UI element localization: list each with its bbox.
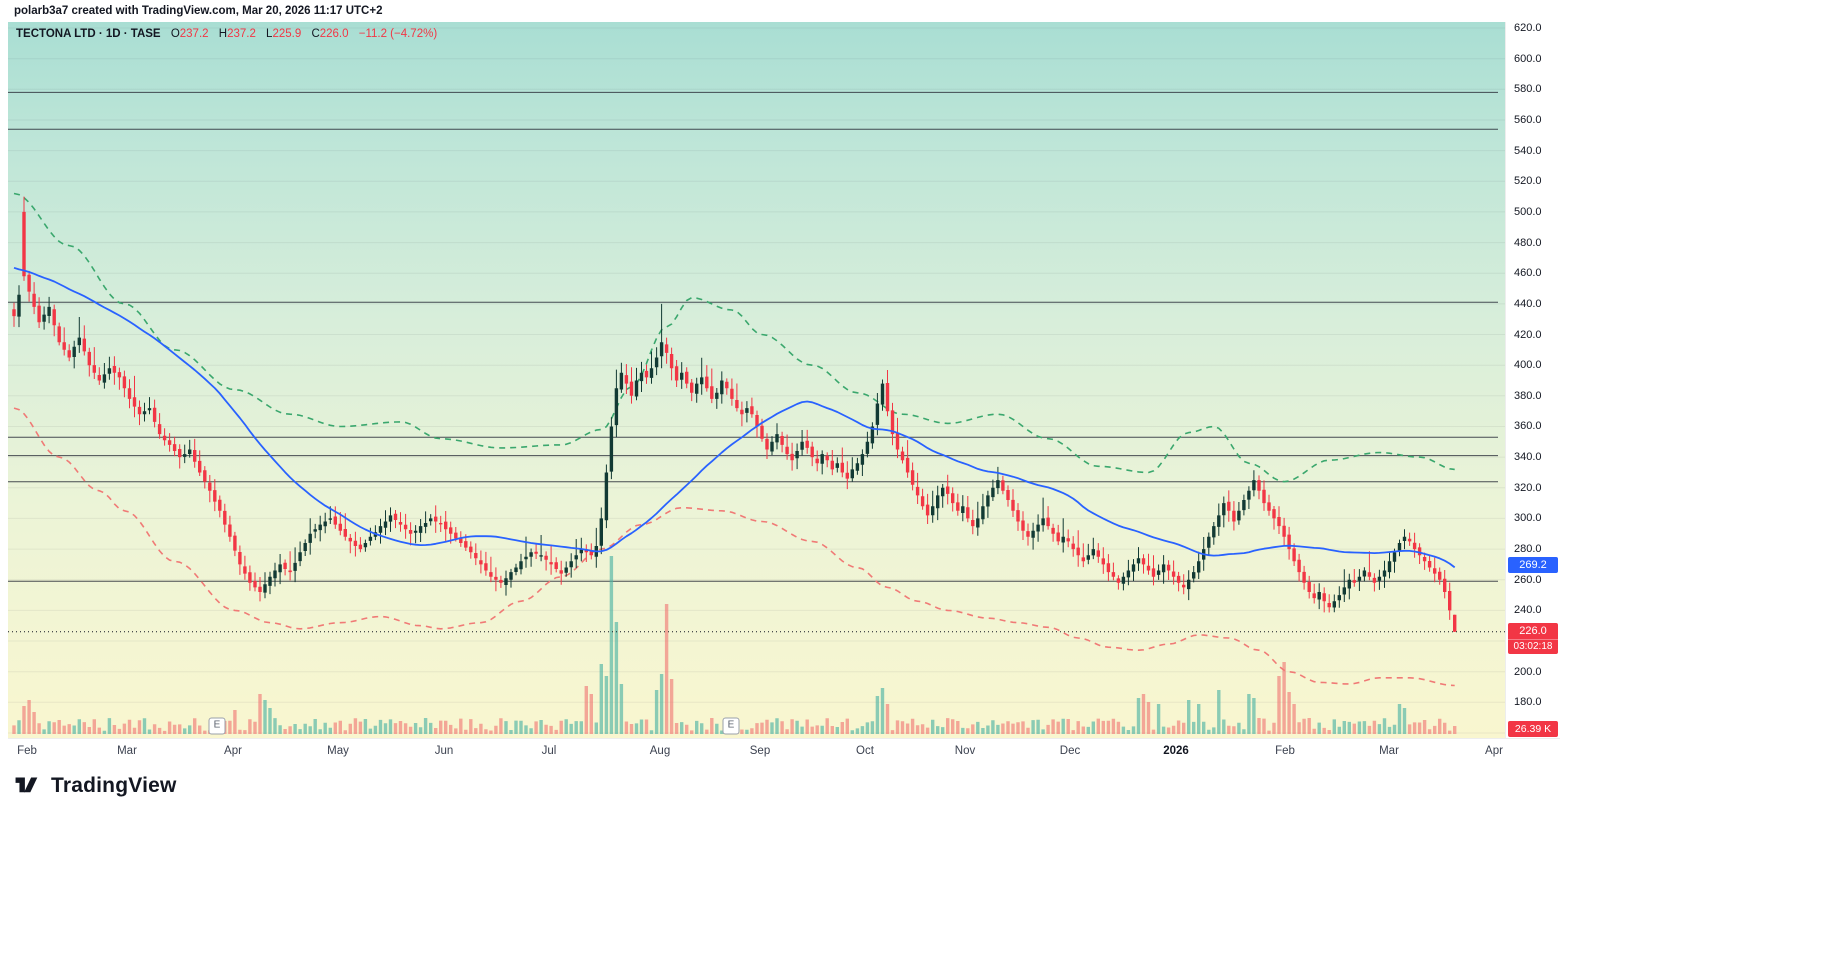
- price-axis[interactable]: 269.2 226.0 03:02:18 26.39 K 160.0180.02…: [1505, 22, 1561, 739]
- volume-badge: 26.39 K: [1508, 721, 1558, 737]
- tradingview-footer[interactable]: TradingView: [14, 774, 177, 798]
- time-axis-label: May: [327, 745, 349, 757]
- earnings-event-marker[interactable]: E: [208, 717, 226, 735]
- snapshot-attribution: polarb3a7 created with TradingView.com, …: [14, 5, 383, 17]
- price-axis-label: 440.0: [1514, 297, 1542, 310]
- price-axis-label: 320.0: [1514, 481, 1542, 494]
- price-axis-label: 400.0: [1514, 359, 1542, 372]
- price-axis-label: 520.0: [1514, 175, 1542, 188]
- price-axis-label: 380.0: [1514, 389, 1542, 402]
- time-axis-label: Feb: [17, 745, 37, 757]
- time-axis-label: Feb: [1275, 745, 1295, 757]
- time-axis-label: Jul: [541, 745, 557, 757]
- price-axis-label: 540.0: [1514, 144, 1542, 157]
- low-label: L: [266, 28, 273, 40]
- time-axis[interactable]: Feb Mar Apr May Jun Jul Aug Sep Oct Nov Dec 2026 Feb…: [8, 738, 1560, 767]
- price-chart[interactable]: [8, 22, 1505, 738]
- price-axis-label: 460.0: [1514, 267, 1542, 280]
- low-value: 225.9: [272, 28, 302, 40]
- time-axis-label: Oct: [856, 745, 874, 757]
- open-label: O: [170, 28, 180, 40]
- price-axis-label: 180.0: [1514, 696, 1542, 709]
- close-value: 226.0: [319, 28, 349, 40]
- price-axis-label: 200.0: [1514, 665, 1542, 678]
- last-price-value: 226.0: [1519, 625, 1547, 637]
- price-axis-label: 280.0: [1514, 543, 1542, 556]
- earnings-event-marker[interactable]: E: [722, 717, 740, 735]
- high-label: H: [218, 28, 228, 40]
- time-axis-label: Aug: [649, 745, 671, 757]
- tradingview-wordmark: TradingView: [51, 774, 177, 797]
- high-value: 237.2: [227, 28, 256, 40]
- chart-area: TECTONA LTD · 1D · TASE O237.2 H237.2 L2…: [8, 22, 1561, 767]
- time-axis-label: Mar: [117, 745, 137, 757]
- chart-plot[interactable]: TECTONA LTD · 1D · TASE O237.2 H237.2 L2…: [8, 22, 1505, 738]
- last-price-badge: 226.0 03:02:18: [1508, 623, 1558, 654]
- symbol-title: TECTONA LTD · 1D · TASE: [16, 28, 161, 40]
- price-axis-label: 340.0: [1514, 451, 1542, 464]
- time-axis-label: Jun: [434, 745, 454, 757]
- price-axis-label: 620.0: [1514, 22, 1542, 34]
- price-axis-label: 580.0: [1514, 83, 1542, 96]
- time-axis-label: Apr: [224, 745, 242, 757]
- price-axis-label: 260.0: [1514, 573, 1542, 586]
- price-axis-label: 500.0: [1514, 205, 1542, 218]
- price-axis-label: 560.0: [1514, 113, 1542, 126]
- ma-price-badge: 269.2: [1508, 557, 1558, 573]
- time-axis-label: Mar: [1379, 745, 1399, 757]
- change-value: −11.2 (−4.72%): [358, 28, 438, 40]
- time-axis-label: Sep: [749, 745, 771, 757]
- price-axis-label: 360.0: [1514, 420, 1542, 433]
- tradingview-logo-icon: [15, 777, 38, 793]
- time-axis-label: 2026: [1163, 745, 1189, 757]
- price-axis-label: 300.0: [1514, 512, 1542, 525]
- price-axis-label: 240.0: [1514, 604, 1542, 617]
- time-axis-label: Apr: [1485, 745, 1503, 757]
- open-value: 237.2: [179, 28, 209, 40]
- time-axis-label: Nov: [954, 745, 976, 757]
- symbol-legend[interactable]: TECTONA LTD · 1D · TASE O237.2 H237.2 L2…: [16, 27, 437, 42]
- price-axis-label: 600.0: [1514, 52, 1542, 65]
- price-axis-label: 420.0: [1514, 328, 1542, 341]
- time-axis-label: Dec: [1059, 745, 1081, 757]
- price-axis-label: 480.0: [1514, 236, 1542, 249]
- close-label: C: [311, 28, 320, 40]
- bar-countdown: 03:02:18: [1508, 639, 1558, 654]
